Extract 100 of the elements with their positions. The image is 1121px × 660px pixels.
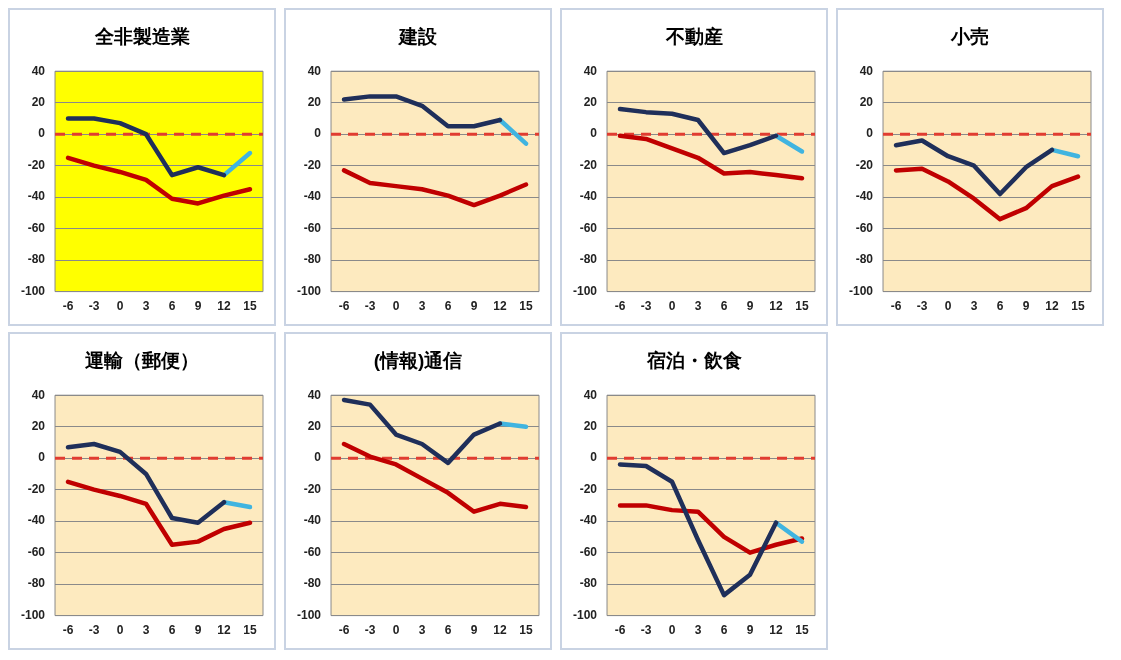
x-tick-label: 15: [519, 623, 533, 638]
x-tick-label: -6: [338, 299, 350, 314]
x-tick-label: 6: [996, 299, 1004, 314]
y-tick-label: -20: [27, 157, 46, 172]
y-tick-label: -80: [27, 576, 46, 591]
y-tick-label: -20: [579, 157, 598, 172]
y-tick-label: -80: [579, 576, 598, 591]
x-tick-label: -6: [614, 299, 626, 314]
x-tick-label: 9: [1022, 299, 1030, 314]
x-tick-label: 15: [795, 299, 809, 314]
x-tick-label: 6: [444, 299, 452, 314]
y-tick-label: -40: [855, 189, 874, 204]
y-tick-label: 0: [38, 126, 46, 141]
x-tick-label: 12: [1045, 299, 1059, 314]
x-tick-label: -6: [338, 623, 350, 638]
y-tick-label: -40: [303, 189, 322, 204]
y-tick-label: -80: [855, 252, 874, 267]
y-tick-label: -100: [572, 283, 598, 298]
x-tick-label: 12: [769, 623, 783, 638]
x-tick-label: 15: [795, 623, 809, 638]
y-tick-label: 0: [314, 450, 322, 465]
y-tick-label: -20: [855, 157, 874, 172]
x-tick-label: 3: [694, 299, 702, 314]
y-tick-label: 40: [31, 387, 46, 402]
y-tick-label: -100: [20, 283, 46, 298]
y-tick-label: -80: [303, 252, 322, 267]
x-tick-label: 12: [217, 299, 231, 314]
x-tick-label: -3: [88, 299, 100, 314]
y-tick-label: 40: [583, 387, 598, 402]
x-tick-label: 0: [116, 623, 124, 638]
y-tick-label: -60: [303, 544, 322, 559]
x-tick-label: 3: [418, 623, 426, 638]
y-tick-label: -40: [579, 513, 598, 528]
y-tick-label: 0: [590, 126, 598, 141]
x-tick-label: -3: [640, 623, 652, 638]
y-tick-label: -60: [579, 544, 598, 559]
x-tick-label: 15: [243, 623, 257, 638]
y-tick-label: 20: [583, 419, 598, 433]
x-tick-label: 0: [944, 299, 952, 314]
y-tick-label: -60: [27, 544, 46, 559]
y-tick-label: -100: [296, 607, 322, 622]
y-tick-label: -20: [303, 481, 322, 496]
y-tick-label: 0: [38, 450, 46, 465]
y-tick-label: 0: [314, 126, 322, 141]
chart-title: 不動産: [665, 25, 723, 49]
x-tick-label: 9: [194, 623, 202, 638]
x-tick-label: -6: [614, 623, 626, 638]
y-tick-label: 20: [31, 95, 46, 109]
x-tick-label: 6: [720, 623, 728, 638]
x-tick-label: 6: [444, 623, 452, 638]
chart-title: 小売: [951, 25, 989, 49]
x-tick-label: 12: [769, 299, 783, 314]
x-tick-label: -3: [640, 299, 652, 314]
y-tick-label: 40: [583, 63, 598, 78]
y-tick-label: -100: [296, 283, 322, 298]
x-tick-label: 0: [392, 623, 400, 638]
y-tick-label: -100: [572, 607, 598, 622]
chart-title: (情報)通信: [373, 349, 463, 373]
x-tick-label: -3: [916, 299, 928, 314]
y-tick-label: -40: [303, 513, 322, 528]
x-tick-label: 15: [243, 299, 257, 314]
y-tick-label: -20: [579, 481, 598, 496]
x-tick-label: 9: [470, 623, 478, 638]
x-tick-label: 9: [746, 623, 754, 638]
y-tick-label: -80: [579, 252, 598, 267]
chart-title: 宿泊・飲食: [646, 349, 742, 373]
y-tick-label: 20: [307, 419, 322, 433]
y-tick-label: 20: [31, 419, 46, 433]
y-tick-label: -80: [27, 252, 46, 267]
x-tick-label: 9: [194, 299, 202, 314]
x-tick-label: 3: [142, 623, 150, 638]
y-tick-label: -60: [27, 220, 46, 235]
x-tick-label: 0: [392, 299, 400, 314]
y-tick-label: 20: [583, 95, 598, 109]
chart-title: 全非製造業: [94, 25, 190, 49]
y-tick-label: -60: [579, 220, 598, 235]
chart-title: 運輸（郵便）: [85, 349, 199, 373]
x-tick-label: 6: [720, 299, 728, 314]
y-tick-label: 40: [307, 387, 322, 402]
y-tick-label: 40: [307, 63, 322, 78]
y-tick-label: -100: [20, 607, 46, 622]
x-tick-label: -6: [62, 623, 74, 638]
x-tick-label: 9: [746, 299, 754, 314]
x-tick-label: 3: [418, 299, 426, 314]
x-tick-label: -6: [890, 299, 902, 314]
x-tick-label: 15: [519, 299, 533, 314]
y-tick-label: -40: [27, 189, 46, 204]
y-tick-label: -60: [303, 220, 322, 235]
x-tick-label: 0: [668, 623, 676, 638]
x-tick-label: 12: [217, 623, 231, 638]
y-tick-label: 0: [866, 126, 874, 141]
y-tick-label: 40: [31, 63, 46, 78]
x-tick-label: 3: [970, 299, 978, 314]
x-tick-label: 12: [493, 299, 507, 314]
y-tick-label: -60: [855, 220, 874, 235]
y-tick-label: -100: [848, 283, 874, 298]
x-tick-label: 12: [493, 623, 507, 638]
chart-title: 建設: [399, 25, 437, 49]
y-tick-label: -20: [27, 481, 46, 496]
x-tick-label: -3: [88, 623, 100, 638]
